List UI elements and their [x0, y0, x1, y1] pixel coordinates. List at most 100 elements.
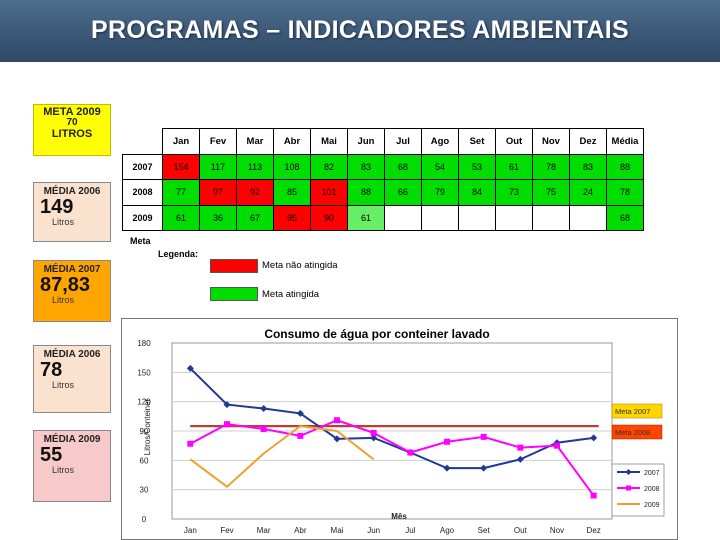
col-header: Fev	[199, 128, 237, 155]
table-cell: 67	[236, 204, 274, 231]
meta-2007-label: Meta 2007	[615, 407, 650, 416]
table-cell: 90	[310, 204, 348, 231]
x-tick-label: Jul	[405, 526, 415, 535]
legend-marker-2007	[625, 469, 632, 475]
media-2006-box: MÉDIA 2006 149 Litros	[33, 182, 111, 242]
table-cell: 83	[569, 153, 607, 180]
table-cell: 77	[162, 179, 200, 206]
table-row: 2009 61 36 67 95 90 61 68	[122, 204, 644, 231]
meta-2008-label: Meta 2008	[615, 428, 650, 437]
media-2008-unit: Litros	[52, 380, 75, 390]
x-tick-label: Abr	[294, 526, 307, 535]
data-point-2008	[590, 492, 597, 499]
page-title: PROGRAMAS – INDICADORES AMBIENTAIS	[90, 16, 629, 44]
row-year: 2009	[122, 204, 163, 231]
x-tick-label: Dez	[587, 526, 601, 535]
legend-swatch-not-met	[210, 259, 258, 273]
table-cell	[384, 204, 422, 231]
meta-2007-label-bg	[611, 403, 663, 419]
table-cell: 83	[347, 153, 385, 180]
col-header: Out	[495, 128, 533, 155]
y-tick-label: 0	[142, 515, 147, 524]
table-corner	[123, 129, 163, 155]
table-cell: 101	[310, 179, 348, 206]
col-header: Média	[606, 128, 644, 155]
media-2008-title: MÉDIA 2006	[43, 349, 101, 360]
media-2006-title: MÉDIA 2006	[43, 186, 101, 197]
x-tick-label: Set	[478, 526, 491, 535]
chart-title: Consumo de água por conteiner lavado	[264, 327, 489, 341]
media-2007-unit: Litros	[52, 295, 75, 305]
table-cell: 61	[495, 153, 533, 180]
table-cell	[458, 204, 496, 231]
x-tick-label: Mai	[331, 526, 344, 535]
table-cell	[569, 204, 607, 231]
x-tick-label: Jan	[184, 526, 197, 535]
line-chart: 0 30 60 90 120 150 180 Jan Fev Mar Abr Mai Jun Jul Ago…	[137, 327, 665, 535]
legend-label-2007: 2007	[644, 470, 660, 477]
media-2008-value: 78	[40, 359, 63, 381]
meta-box-title: META 2009	[43, 106, 101, 118]
data-point-2008	[517, 444, 524, 451]
data-point-2007	[260, 405, 268, 413]
data-point-2007	[223, 401, 231, 409]
legend-marker-2008	[626, 485, 631, 491]
table-cell: 78	[606, 179, 644, 206]
x-tick-label: Nov	[550, 526, 564, 535]
table-cell: 36	[199, 204, 237, 231]
table-cell: 73	[495, 179, 533, 206]
x-tick-label: Ago	[440, 526, 455, 535]
table-cell: 82	[310, 153, 348, 180]
table-cell: 108	[273, 153, 311, 180]
y-tick-label: 90	[140, 427, 149, 436]
col-header: Nov	[532, 128, 570, 155]
meta-label: Meta	[130, 236, 151, 246]
media-2008-box: MÉDIA 2006 78 Litros	[33, 345, 111, 413]
meta-2008-label-bg	[611, 424, 663, 440]
row-year: 2007	[122, 153, 163, 180]
table-header-row: Jan Fev Mar Abr Mai Jun Jul Ago Set Out …	[123, 128, 644, 155]
table-cell: 117	[199, 153, 237, 180]
legend-label-not-met: Meta não atingida	[262, 260, 338, 271]
y-tick-label: 120	[137, 398, 151, 407]
col-header: Set	[458, 128, 496, 155]
media-2007-title: MÉDIA 2007	[43, 264, 101, 275]
col-header: Jan	[162, 128, 200, 155]
col-header: Dez	[569, 128, 607, 155]
table-cell: 84	[458, 179, 496, 206]
x-axis-label: Mês	[391, 512, 407, 521]
chart-frame: 0 30 60 90 120 150 180 Jan Fev Mar Abr Mai Jun Jul Ago…	[121, 318, 678, 540]
data-point-2008	[370, 429, 377, 436]
data-point-2008	[260, 426, 267, 433]
table-row: 2007 154 117 113 108 82 83 68 54 53 61 78 83 88	[122, 153, 644, 180]
row-year: 2008	[122, 179, 163, 206]
meta-2009-box: META 2009 70 LITROS	[33, 104, 111, 156]
y-axis-label: Litros/Conteiner	[143, 398, 152, 455]
table-cell: 61	[347, 204, 385, 231]
data-point-2007	[516, 455, 524, 463]
table-cell: 61	[162, 204, 200, 231]
table-cell: 113	[236, 153, 274, 180]
table-cell: 88	[347, 179, 385, 206]
table-cell: 54	[421, 153, 459, 180]
data-point-2007	[186, 364, 194, 372]
data-point-2008	[224, 421, 230, 428]
data-point-2007	[590, 434, 598, 442]
table-row: 2008 77 97 92 85 101 88 66 79 84 73 75 24 78	[122, 179, 644, 206]
media-2006-value: 149	[40, 196, 74, 218]
data-point-2007	[296, 409, 304, 417]
legend-label-met: Meta atingida	[262, 289, 320, 300]
x-tick-label: Jun	[367, 526, 380, 535]
table-cell: 68	[384, 153, 422, 180]
legend-label-2009: 2009	[644, 502, 660, 509]
x-tick-label: Fev	[220, 526, 233, 535]
table-cell: 85	[273, 179, 311, 206]
legend-title: Legenda:	[158, 249, 199, 259]
table-cell: 53	[458, 153, 496, 180]
data-point-2007	[370, 434, 378, 442]
data-point-2008	[407, 449, 414, 456]
media-2007-value: 87,83	[40, 274, 91, 296]
meta-box-unit: LITROS	[51, 128, 93, 140]
series-line-2009	[189, 425, 375, 489]
data-point-2007	[480, 464, 488, 472]
